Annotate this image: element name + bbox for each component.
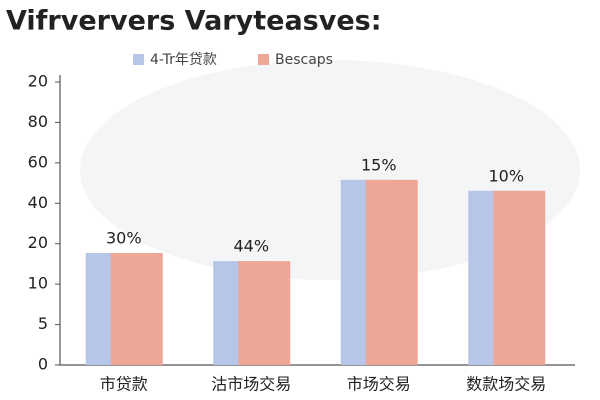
- y-tick-label: 10: [28, 274, 48, 293]
- y-tick-label: 5: [38, 314, 48, 333]
- x-tick-label: 市场交易: [347, 375, 411, 394]
- y-tick-label: 20: [28, 72, 48, 91]
- y-tick-label: 0: [38, 355, 48, 374]
- y-tick-label: 60: [28, 152, 48, 171]
- bar: [110, 253, 163, 365]
- annotation: 15%: [361, 155, 397, 174]
- y-tick-label: 80: [28, 112, 48, 131]
- chart-title: Vifrververs Varyteasves:: [6, 6, 382, 37]
- x-tick-label: 沽市场交易: [211, 375, 291, 394]
- legend-label: 4-Tr年贷款: [150, 52, 217, 68]
- map-backdrop: [80, 60, 580, 280]
- annotation: 10%: [488, 166, 524, 185]
- x-tick-label: 市贷款: [100, 375, 148, 394]
- x-tick-label: 数款场交易: [466, 375, 546, 394]
- legend-swatch: [258, 54, 269, 65]
- legend-swatch: [133, 54, 144, 65]
- bar: [238, 261, 291, 365]
- y-tick-label: 40: [28, 193, 48, 212]
- annotation: 30%: [106, 229, 142, 248]
- bar: [365, 179, 418, 365]
- annotation: 44%: [233, 237, 269, 256]
- bar: [493, 190, 546, 365]
- legend-label: Bescaps: [275, 52, 333, 68]
- y-tick-label: 20: [28, 233, 48, 252]
